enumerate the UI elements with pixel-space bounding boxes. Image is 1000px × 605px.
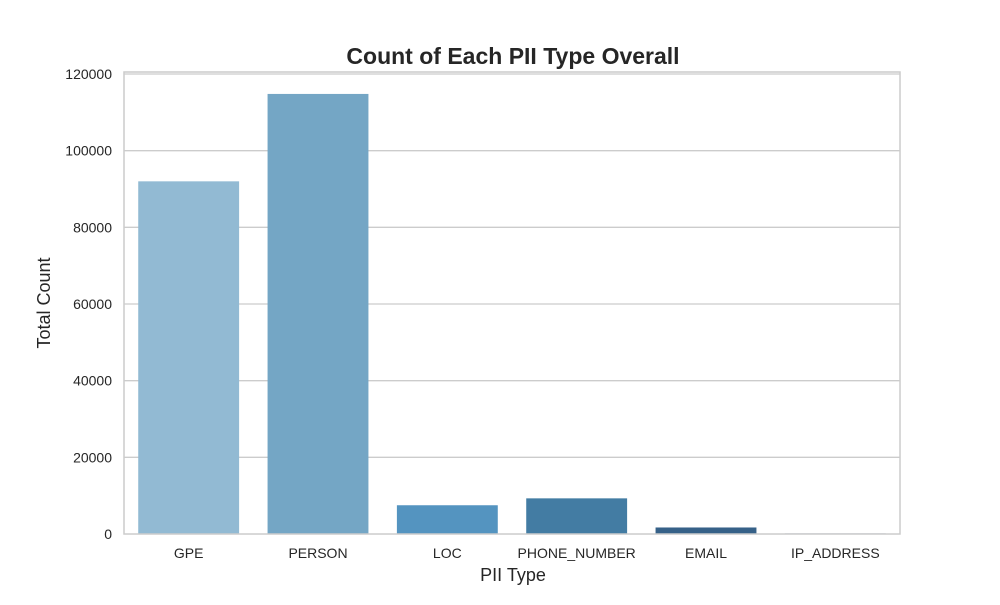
x-tick-label: PERSON [288,545,347,561]
y-tick-label: 100000 [65,143,112,159]
bars [138,93,886,535]
gridlines [124,73,900,458]
bar-email [655,527,757,534]
y-tick-labels: 0 20000 40000 60000 80000 100000 120000 [65,66,112,542]
y-tick-label: 60000 [73,296,112,312]
plot-frame [123,71,901,535]
bar-phone-number [526,498,628,534]
bar-gpe [138,181,240,535]
x-tick-label: EMAIL [685,545,727,561]
y-tick-label: 40000 [73,373,112,389]
y-tick-label: 20000 [73,449,112,465]
x-tick-label: GPE [174,545,204,561]
x-axis-label: PII Type [480,565,546,585]
chart-title: Count of Each PII Type Overall [346,43,679,69]
x-tick-label: IP_ADDRESS [791,545,880,561]
x-tick-label: LOC [433,545,462,561]
x-tick-label: PHONE_NUMBER [518,545,636,561]
y-axis-label: Total Count [34,257,54,348]
bar-loc [396,505,498,534]
bar-person [267,93,369,534]
x-tick-labels: GPE PERSON LOC PHONE_NUMBER EMAIL IP_ADDRESS [174,545,880,561]
y-tick-label: 0 [104,526,112,542]
y-tick-label: 80000 [73,219,112,235]
y-tick-label: 120000 [65,66,112,82]
